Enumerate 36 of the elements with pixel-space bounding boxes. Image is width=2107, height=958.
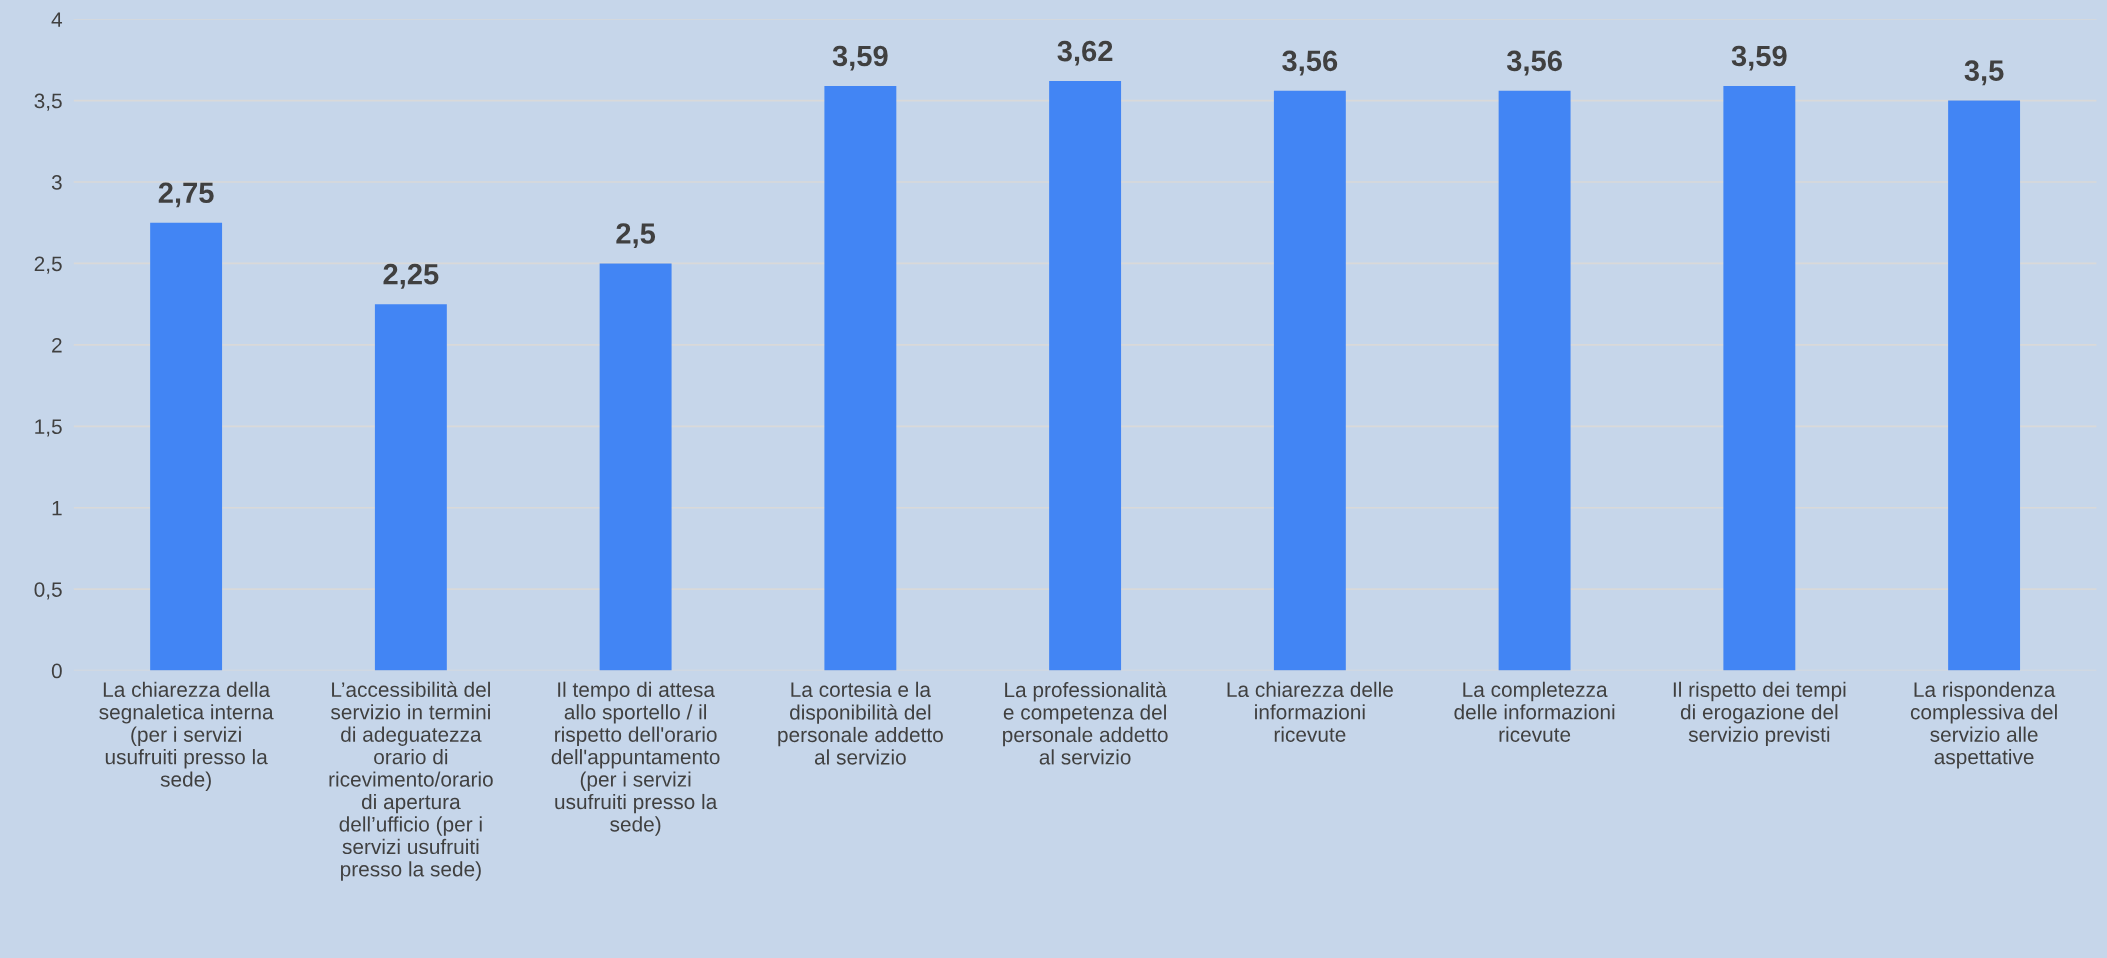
x-tick-label: Il tempo di attesa allo sportello / il rispetto dell'orario dell'appuntamento (per i servizi usufruiti presso la sede) — [551, 681, 720, 836]
bar — [150, 222, 223, 671]
data-label: 3,62 — [1057, 40, 1113, 66]
y-tick-label: 3,5 — [34, 93, 62, 111]
data-label: 3,59 — [832, 45, 888, 71]
y-tick-label: 4 — [51, 12, 63, 27]
y-tick-label: 1 — [52, 500, 62, 516]
bar — [1049, 81, 1122, 671]
bar — [374, 304, 447, 671]
bar — [1948, 100, 2021, 671]
data-label: 3,5 — [1964, 60, 2004, 86]
data-label: 3,59 — [1731, 45, 1787, 71]
category-label: L’accessibilità del servizio in termini di adeguatezza orario di ricevimento/orario di apertura dell’ufficio (per i servizi usufruiti presso la sede) — [329, 681, 493, 881]
data-label: 2,75 — [158, 182, 214, 208]
data-label: 3,56 — [1282, 50, 1338, 76]
y-tick-label: 3 — [51, 175, 62, 190]
data-label: 3,56 — [1506, 50, 1562, 76]
x-tick-label: La professionalità e competenza del personale addetto al servizio — [1003, 681, 1168, 765]
y-tick-label: 2 — [52, 337, 62, 353]
x-tick-label: Il rispetto dei tempi di erogazione del servizio previsti — [1673, 681, 1846, 747]
data-label: 2,5 — [616, 223, 656, 249]
y-tick-label: 1,5 — [35, 419, 62, 437]
bar — [1723, 85, 1796, 671]
x-tick-label: La cortesia e la disponibilità del personale addetto al servizio — [778, 681, 943, 765]
bar — [1498, 90, 1571, 671]
bar — [599, 263, 672, 671]
data-label: 2,25 — [383, 263, 439, 289]
bar — [1273, 90, 1346, 671]
y-tick-label: 0,5 — [34, 582, 62, 600]
x-tick-label: La completezza delle informazioni ricevute — [1454, 681, 1615, 742]
x-tick-label: La rispondenza complessiva del servizio alle aspettative — [1910, 681, 2057, 769]
y-tick-label: 0 — [51, 663, 62, 679]
y-tick-label: 2,5 — [34, 256, 62, 274]
x-tick-label: La chiarezza delle informazioni ricevute — [1227, 681, 1393, 742]
bar — [824, 85, 897, 671]
x-tick-label: La chiarezza della segnaletica interna (per i servizi usufruiti presso la sede) — [99, 681, 274, 791]
